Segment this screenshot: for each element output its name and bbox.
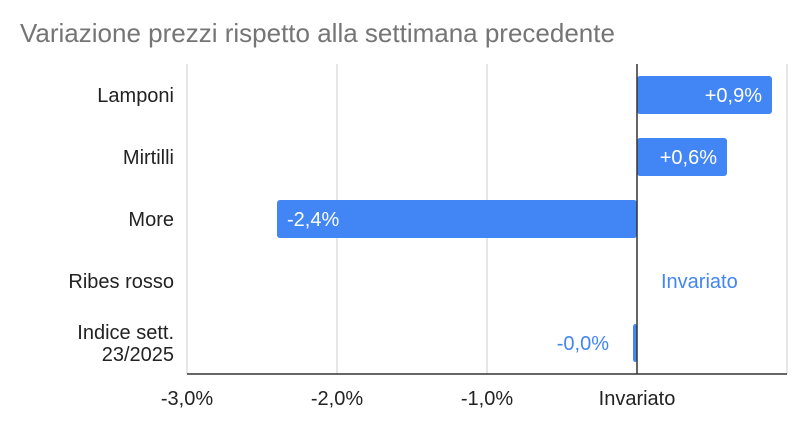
data-label: -2,4% (287, 209, 339, 231)
category-label: Lamponi (97, 85, 174, 107)
x-tick-label: -3,0% (161, 388, 213, 410)
category-label: More (128, 209, 174, 231)
labels: -3,0% -2,0% -1,0% Invariato +0,9% Lamponi +0,6… (68, 85, 762, 410)
category-label: Ribes rosso (68, 271, 174, 293)
data-label: -0,0% (557, 333, 609, 355)
x-tick-label: Invariato (599, 388, 676, 410)
bar (637, 138, 727, 176)
x-tick-label: -1,0% (461, 388, 513, 410)
category-label: Indice sett. (77, 322, 174, 344)
category-label: 23/2025 (102, 344, 174, 366)
chart-title: Variazione prezzi rispetto alla settiman… (20, 18, 615, 48)
category-label: Mirtilli (123, 147, 174, 169)
data-label: +0,9% (705, 85, 762, 107)
bars (277, 76, 772, 362)
bar (277, 200, 637, 238)
data-label: Invariato (661, 271, 738, 293)
bar (637, 76, 772, 114)
bar (633, 324, 637, 362)
x-tick-label: -2,0% (311, 388, 363, 410)
data-label: +0,6% (660, 147, 717, 169)
axes (187, 64, 787, 375)
